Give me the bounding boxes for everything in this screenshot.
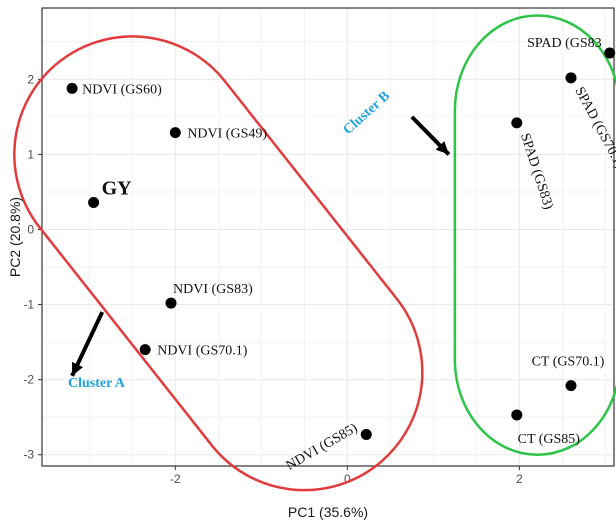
point-label: NDVI (GS83) — [173, 282, 253, 297]
y-tick-label: -3 — [23, 448, 34, 462]
data-point — [511, 117, 523, 129]
data-point — [604, 47, 616, 59]
plot-panel — [42, 8, 614, 466]
data-point — [169, 127, 181, 139]
y-tick-label: -2 — [23, 373, 34, 387]
data-point — [360, 428, 372, 440]
data-point — [565, 72, 577, 84]
y-tick-label: 2 — [27, 72, 34, 86]
data-point — [165, 297, 177, 309]
cluster-b-arrow — [410, 115, 451, 156]
x-tick-label: 2 — [516, 472, 523, 486]
cluster-a-arrow — [70, 311, 105, 377]
point-label: NDVI (GS70.1) — [157, 344, 248, 359]
cluster-a-outline — [13, 35, 424, 492]
cluster-a-label: Cluster A — [68, 376, 126, 391]
point-label: NDVI (GS49) — [187, 127, 267, 142]
y-tick-label: 0 — [27, 222, 34, 236]
data-point — [511, 409, 523, 421]
point-label: GY — [102, 177, 133, 199]
data-point — [565, 380, 577, 392]
y-tick-label: -1 — [23, 298, 34, 312]
data-point — [66, 82, 78, 94]
grid-layer — [41, 7, 615, 467]
data-point — [88, 196, 100, 208]
point-label: NDVI (GS60) — [82, 82, 162, 97]
x-tick-label: 0 — [344, 472, 351, 486]
point-label: SPAD (GS83 — [527, 36, 602, 51]
data-points — [66, 47, 616, 440]
y-tick-label: 1 — [27, 147, 34, 161]
data-point — [139, 344, 151, 356]
point-label: CT (GS85) — [518, 432, 581, 447]
point-label: CT (GS70.1) — [532, 355, 605, 370]
y-axis-title: PC2 (20.8%) — [7, 197, 23, 277]
x-tick-label: -2 — [170, 472, 181, 486]
cluster-b-outline — [453, 14, 616, 456]
x-axis-title: PC1 (35.6%) — [288, 504, 368, 520]
panel-border — [41, 7, 615, 467]
